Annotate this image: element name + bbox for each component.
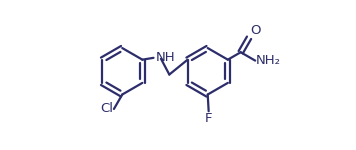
Text: O: O <box>250 24 261 37</box>
Text: NH: NH <box>155 51 175 64</box>
Text: F: F <box>205 112 213 125</box>
Text: NH₂: NH₂ <box>256 54 281 67</box>
Text: Cl: Cl <box>100 102 113 116</box>
